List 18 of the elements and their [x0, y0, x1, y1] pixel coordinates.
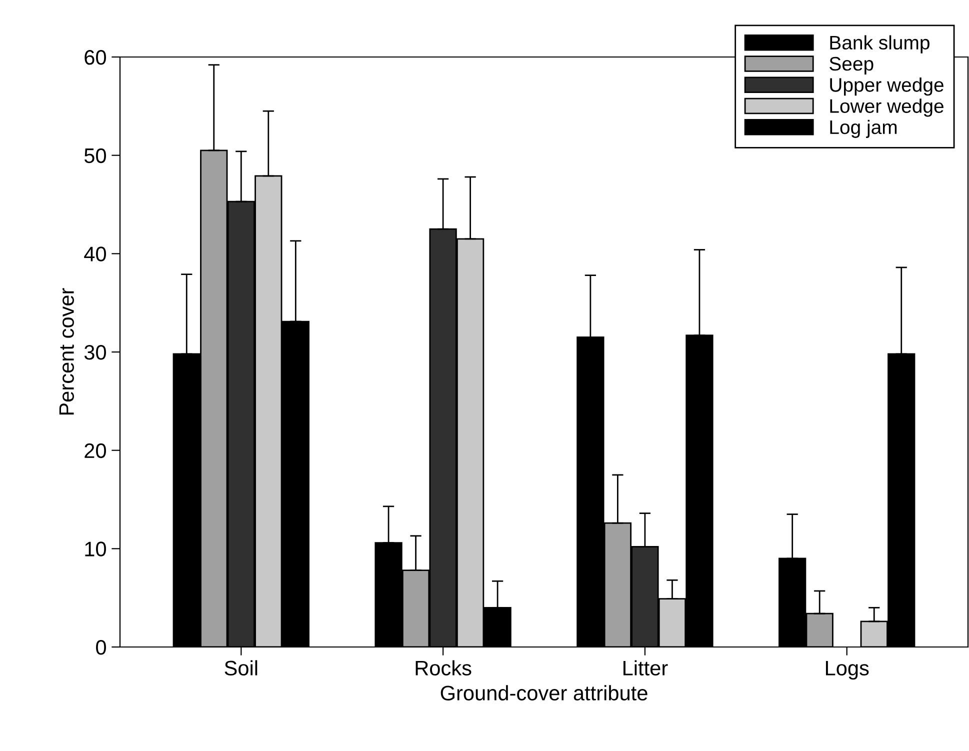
legend-label: Log jam [830, 120, 897, 138]
legend-label: Lower wedge [830, 98, 944, 117]
legend-label: Upper wedge [830, 78, 944, 96]
y-tick-label: 30 [84, 345, 106, 360]
x-tick-label: Litter [624, 660, 668, 676]
legend-label: Seep [830, 56, 874, 75]
y-tick-label: 40 [84, 246, 106, 262]
y-axis-title: Percent cover [59, 288, 74, 415]
x-tick-label: Rocks [416, 660, 472, 676]
legend-label: Bank slump [830, 35, 930, 54]
x-tick-label: Logs [826, 660, 869, 680]
x-tick-label: Soil [224, 660, 258, 676]
y-tick-label: 60 [84, 50, 106, 65]
y-tick-label: 50 [84, 148, 106, 164]
y-tick-label: 20 [84, 443, 106, 458]
x-axis-title: Ground-cover attribute [440, 685, 648, 700]
y-tick-label: 10 [85, 542, 106, 556]
y-tick-label: 0 [96, 640, 106, 655]
